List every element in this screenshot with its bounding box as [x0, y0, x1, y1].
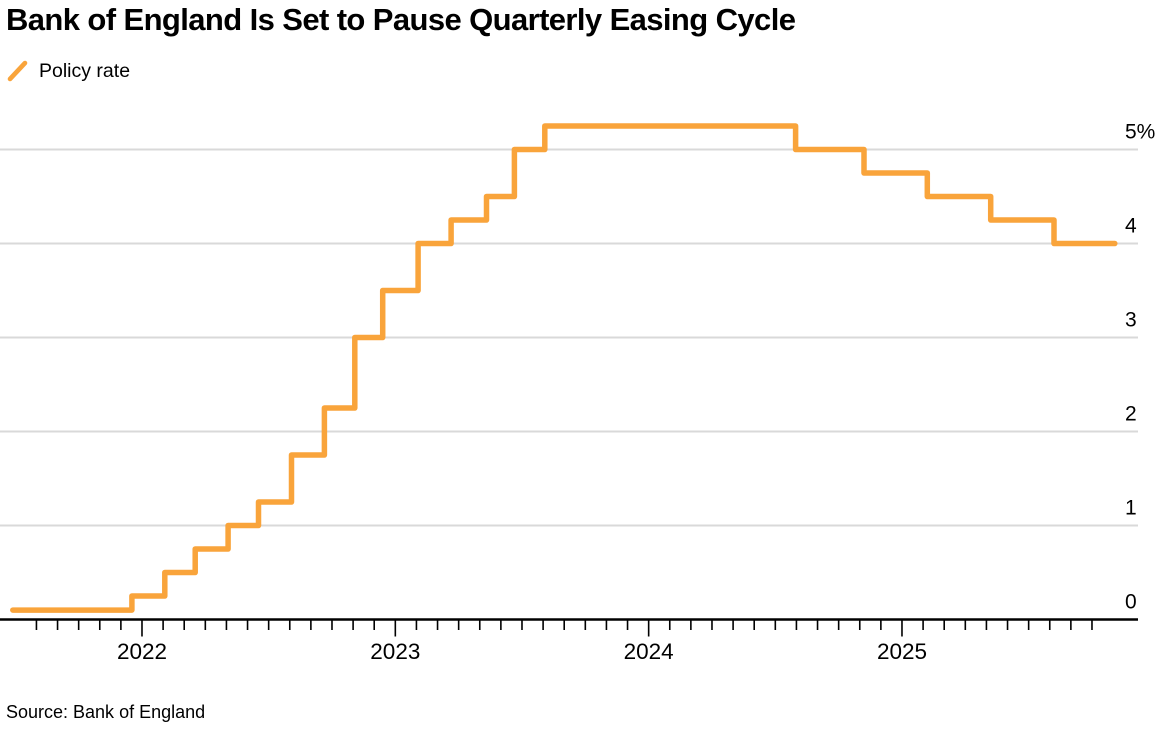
source-note: Source: Bank of England	[6, 702, 206, 722]
chart-title: Bank of England Is Set to Pause Quarterl…	[6, 2, 796, 37]
x-axis-label: 2025	[877, 639, 927, 664]
legend-label: Policy rate	[39, 59, 131, 82]
x-axis-label: 2022	[117, 639, 167, 664]
y-axis-label: 0	[1125, 591, 1137, 614]
x-axis-label: 2024	[624, 639, 674, 664]
y-axis-label: 4	[1125, 215, 1137, 238]
y-axis-label: 2	[1125, 403, 1137, 426]
y-axis-label: 1	[1125, 497, 1137, 520]
policy-rate-legend-icon	[7, 60, 28, 82]
policy-rate-step-line	[10, 123, 1118, 613]
y-axis-label: 5%	[1125, 121, 1155, 144]
y-axis-label: 3	[1125, 309, 1137, 332]
x-axis-label: 2023	[370, 639, 420, 664]
legend: Policy rate	[6, 59, 130, 83]
